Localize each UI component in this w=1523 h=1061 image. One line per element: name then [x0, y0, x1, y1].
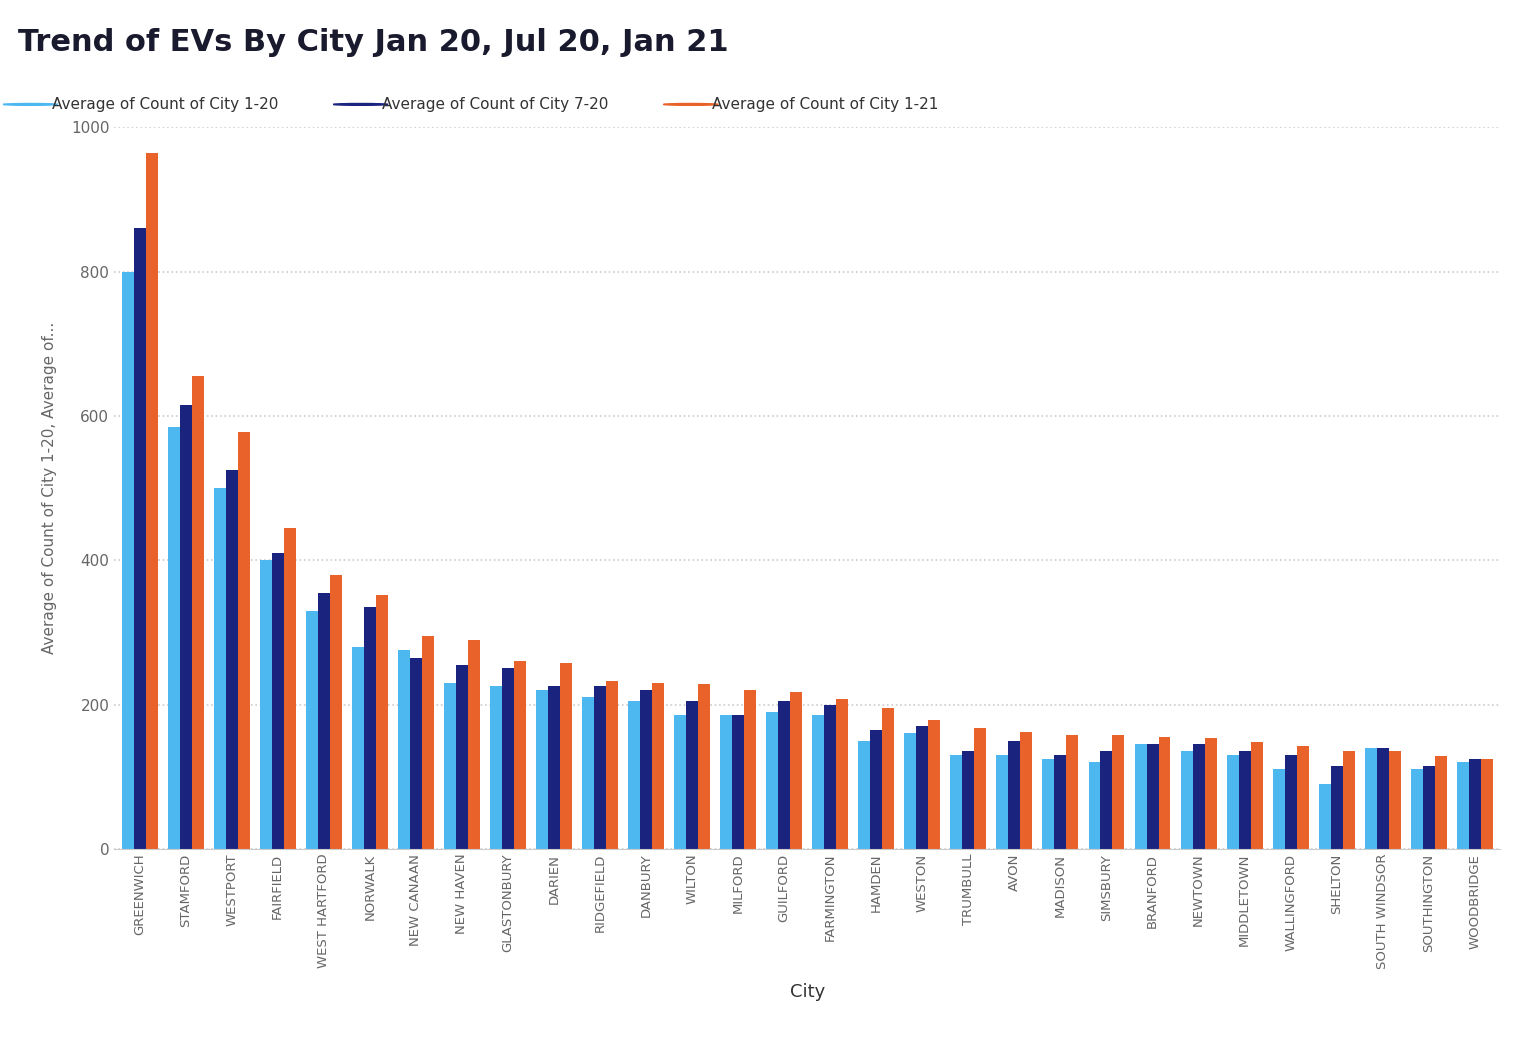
Text: Trend of EVs By City Jan 20, Jul 20, Jan 21: Trend of EVs By City Jan 20, Jul 20, Jan…: [18, 28, 730, 56]
Bar: [790, 692, 803, 849]
Bar: [352, 647, 364, 849]
Bar: [1238, 751, 1250, 849]
Bar: [929, 720, 940, 849]
Bar: [1205, 738, 1217, 849]
Bar: [963, 751, 975, 849]
Bar: [905, 733, 917, 849]
Bar: [1422, 766, 1435, 849]
Bar: [698, 684, 710, 849]
Bar: [1365, 748, 1377, 849]
Bar: [1435, 756, 1447, 849]
Bar: [1147, 744, 1159, 849]
Bar: [627, 701, 640, 849]
Bar: [364, 607, 376, 849]
Bar: [882, 708, 894, 849]
Bar: [134, 228, 146, 849]
Bar: [1042, 759, 1054, 849]
Bar: [1089, 762, 1101, 849]
Bar: [146, 153, 157, 849]
Bar: [225, 470, 238, 849]
Bar: [490, 686, 503, 849]
Bar: [180, 405, 192, 849]
Bar: [1331, 766, 1343, 849]
Bar: [733, 715, 745, 849]
X-axis label: City: City: [789, 984, 825, 1001]
Bar: [1226, 755, 1238, 849]
Text: Average of Count of City 7-20: Average of Count of City 7-20: [382, 97, 608, 111]
Bar: [422, 636, 434, 849]
Bar: [318, 593, 329, 849]
Bar: [652, 683, 664, 849]
Bar: [168, 427, 180, 849]
Bar: [1112, 735, 1124, 849]
Y-axis label: Average of Count of City 1-20, Average of...: Average of Count of City 1-20, Average o…: [43, 321, 56, 655]
Bar: [1066, 735, 1078, 849]
Bar: [1410, 769, 1422, 849]
Bar: [513, 661, 525, 849]
Bar: [685, 701, 698, 849]
Bar: [468, 640, 480, 849]
Bar: [1343, 751, 1354, 849]
Bar: [260, 560, 271, 849]
Bar: [1468, 759, 1480, 849]
Bar: [238, 432, 250, 849]
Bar: [271, 553, 283, 849]
Bar: [720, 715, 733, 849]
Bar: [329, 575, 341, 849]
Bar: [536, 690, 548, 849]
Bar: [745, 690, 755, 849]
Bar: [443, 683, 455, 849]
Bar: [1319, 784, 1331, 849]
Bar: [1377, 748, 1389, 849]
Bar: [1273, 769, 1285, 849]
Bar: [1159, 737, 1171, 849]
Bar: [192, 377, 204, 849]
Bar: [675, 715, 685, 849]
Text: Average of Count of City 1-20: Average of Count of City 1-20: [52, 97, 279, 111]
Bar: [640, 690, 652, 849]
Bar: [996, 755, 1008, 849]
Bar: [917, 726, 929, 849]
Bar: [1054, 755, 1066, 849]
Bar: [410, 658, 422, 849]
Circle shape: [3, 104, 58, 105]
Bar: [812, 715, 824, 849]
Bar: [836, 699, 848, 849]
Bar: [306, 611, 318, 849]
Bar: [1389, 751, 1401, 849]
Bar: [975, 728, 987, 849]
Bar: [1193, 744, 1205, 849]
Bar: [824, 705, 836, 849]
Bar: [548, 686, 560, 849]
Bar: [283, 527, 295, 849]
Bar: [778, 701, 790, 849]
Bar: [503, 668, 513, 849]
Bar: [376, 595, 388, 849]
Bar: [1135, 744, 1147, 849]
Bar: [1101, 751, 1112, 849]
Bar: [870, 730, 882, 849]
Bar: [1458, 762, 1468, 849]
Circle shape: [664, 104, 719, 105]
Bar: [594, 686, 606, 849]
Bar: [398, 650, 410, 849]
Bar: [582, 697, 594, 849]
Bar: [1480, 759, 1493, 849]
Bar: [859, 741, 870, 849]
Bar: [1008, 741, 1020, 849]
Bar: [560, 663, 573, 849]
Bar: [1180, 751, 1193, 849]
Bar: [122, 272, 134, 849]
Bar: [766, 712, 778, 849]
Text: Average of Count of City 1-21: Average of Count of City 1-21: [713, 97, 938, 111]
Bar: [1250, 742, 1263, 849]
Bar: [1296, 746, 1308, 849]
Bar: [1020, 732, 1033, 849]
Bar: [606, 681, 618, 849]
Bar: [1285, 755, 1296, 849]
Bar: [213, 488, 225, 849]
Circle shape: [334, 104, 388, 105]
Bar: [950, 755, 963, 849]
Bar: [455, 665, 468, 849]
